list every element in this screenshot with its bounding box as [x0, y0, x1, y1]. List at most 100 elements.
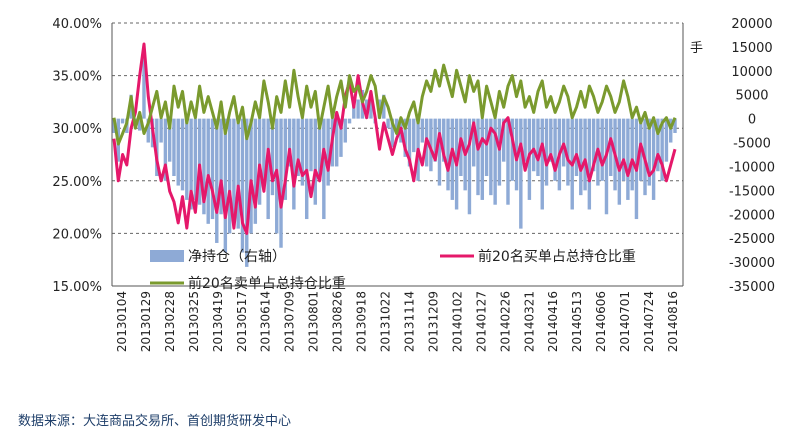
x-tick-label: 20140127 — [474, 291, 488, 352]
net-position-bar — [420, 118, 425, 143]
net-position-bar — [142, 56, 146, 119]
net-position-bar — [630, 118, 634, 191]
legend-label: 前20名买单占总持仓比重 — [478, 248, 636, 265]
net-position-bar — [429, 118, 433, 172]
net-position-bar — [287, 118, 292, 167]
right-tick-label: 10000 — [731, 65, 772, 80]
net-position-bar — [493, 118, 497, 205]
left-tick-label: 15.00% — [52, 280, 102, 295]
net-position-bar — [240, 118, 245, 253]
x-axis-ticks: 20130104 20130129 20130228 20130325 20130419… — [115, 291, 680, 352]
net-position-bar — [480, 118, 485, 200]
x-tick-label: 20130325 — [187, 291, 201, 352]
net-position-bar — [322, 118, 326, 220]
x-tick-label: 20140321 — [522, 291, 536, 352]
left-tick-label: 20.00% — [52, 227, 102, 242]
net-position-bar — [442, 118, 446, 162]
net-position-bar — [510, 118, 514, 181]
net-position-bar — [262, 118, 266, 186]
series-line — [112, 42, 677, 235]
net-position-bar — [382, 94, 386, 119]
net-position-bar — [120, 118, 125, 124]
net-position-bar — [566, 118, 570, 186]
x-tick-label: 20140102 — [450, 291, 464, 352]
net-position-bar — [497, 118, 502, 186]
x-tick-label: 20130419 — [211, 291, 225, 352]
x-tick-label: 20131114 — [402, 291, 416, 352]
net-position-bar — [197, 118, 202, 205]
net-position-bar — [621, 118, 626, 181]
left-tick-label: 25.00% — [52, 175, 102, 190]
net-position-bar — [189, 118, 193, 210]
net-position-bar — [253, 118, 258, 224]
net-position-bar — [549, 118, 553, 162]
net-position-bar — [531, 118, 536, 172]
right-tick-label: -20000 — [729, 208, 775, 223]
right-tick-label: -15000 — [729, 184, 775, 199]
net-position-bar — [167, 118, 172, 162]
legend-label: 前20名卖单占总持仓比重 — [188, 275, 346, 292]
net-position-bar — [309, 118, 313, 172]
net-position-bar — [283, 118, 288, 200]
net-position-bar — [407, 118, 412, 167]
net-position-bar — [433, 118, 437, 162]
net-position-bar — [394, 118, 399, 133]
net-position-bar — [604, 118, 609, 215]
net-position-bar — [266, 118, 270, 220]
x-tick-label: 20130228 — [163, 291, 177, 352]
net-position-bar — [467, 118, 472, 215]
right-tick-label: 5000 — [735, 89, 768, 104]
net-position-bar — [437, 118, 442, 186]
net-position-bar — [343, 118, 347, 143]
net-position-bar — [660, 118, 664, 181]
net-position-bar — [219, 118, 223, 215]
net-position-bar — [279, 118, 283, 248]
net-position-bar — [334, 118, 339, 167]
x-tick-label: 20140701 — [618, 291, 632, 352]
net-position-bar — [352, 104, 356, 119]
net-position-bar — [249, 118, 253, 234]
net-position-bar — [386, 118, 390, 129]
left-axis-ticks: 40.00% 35.00% 30.00% 25.00% 20.00% 15.00% — [52, 17, 102, 295]
net-position-bar — [519, 118, 523, 229]
net-position-bar — [553, 118, 557, 181]
x-tick-label: 20131022 — [379, 291, 393, 352]
net-position-bar — [347, 118, 352, 124]
net-position-bar — [245, 118, 249, 267]
net-position-bar — [651, 118, 656, 200]
net-position-bar — [172, 118, 176, 177]
right-tick-label: -25000 — [729, 232, 775, 247]
net-position-bar — [296, 118, 300, 177]
x-tick-label: 20130517 — [235, 291, 249, 352]
x-tick-label: 20140724 — [642, 291, 656, 352]
net-position-bar — [506, 118, 510, 205]
source-note: 数据来源：大连商品交易所、首创期货研发中心 — [18, 414, 292, 429]
right-axis-unit: 手 — [690, 41, 703, 56]
net-position-bar — [412, 118, 416, 153]
series-line — [112, 63, 677, 146]
x-tick-label: 20140416 — [546, 291, 560, 352]
net-position-bar — [185, 118, 189, 200]
net-position-bar — [163, 118, 168, 181]
left-tick-label: 40.00% — [52, 17, 102, 32]
net-position-bar — [591, 118, 596, 172]
net-position-bar — [446, 118, 450, 191]
net-position-bar — [450, 118, 455, 200]
net-position-bar — [176, 118, 180, 186]
net-position-bar — [180, 118, 185, 191]
net-position-bar — [369, 94, 373, 119]
net-position-bar — [210, 118, 215, 220]
left-tick-label: 30.00% — [52, 122, 102, 137]
net-position-bar — [202, 118, 206, 215]
net-position-bar — [232, 118, 236, 215]
right-tick-label: -30000 — [729, 256, 775, 271]
net-position-bar — [476, 118, 480, 196]
x-tick-label: 20140606 — [594, 291, 608, 352]
x-tick-label: 20130129 — [139, 291, 153, 352]
net-position-bar — [292, 118, 296, 210]
net-position-bar — [489, 118, 493, 196]
net-position-bar — [544, 118, 549, 186]
net-position-bar — [146, 118, 150, 143]
